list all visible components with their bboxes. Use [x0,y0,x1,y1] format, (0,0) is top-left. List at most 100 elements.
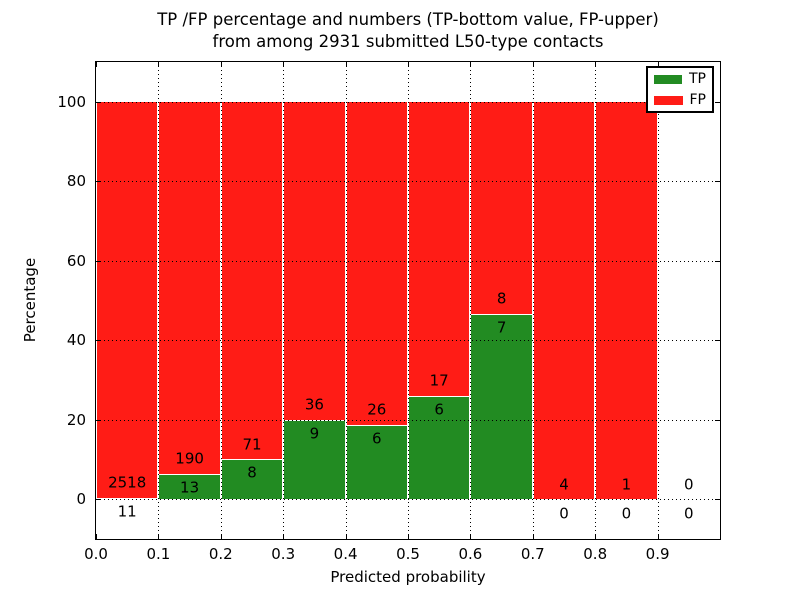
tp-count-label: 0 [684,504,694,523]
v-gridline [595,62,597,539]
x-tick-mark [96,62,97,67]
x-tick-mark [532,534,534,539]
legend-label-tp: TP [689,71,706,87]
x-tick-mark [595,62,597,67]
y-tick-label: 40 [66,331,86,350]
fp-count-label: 36 [304,395,324,414]
fp-color-swatch [654,95,683,105]
tp-count-label: 9 [309,424,320,443]
x-tick-label: 0.8 [583,545,608,563]
fp-count-label: 26 [367,400,387,419]
tp-count-label: 11 [117,502,137,521]
fp-count-label: 4 [559,475,569,494]
tp-bar-segment [345,424,408,500]
fp-bar-segment [220,101,284,459]
y-tick-mark [96,181,101,183]
y-tick-mark [715,260,720,262]
plot-area: 2518 11 190 13 71 8 36 9 26 6 17 6 8 7 4 0 1 0 0 0 [95,61,721,540]
legend: TP FP [646,66,714,113]
v-gridline [283,62,285,539]
fp-bar-segment [532,101,596,500]
fp-bar-segment [595,101,658,500]
x-tick-mark [657,62,659,67]
x-tick-label: 0.5 [396,545,420,563]
y-tick-mark [715,181,720,183]
fp-bar-segment [283,101,346,420]
fp-bar-segment [470,101,533,314]
fp-bar-segment [96,101,159,498]
y-tick-mark [715,499,720,501]
x-tick-mark [657,534,659,539]
legend-label-fp: FP [689,92,707,108]
x-tick-mark [470,534,472,539]
y-tick-label: 80 [66,172,86,191]
fp-bar-segment [158,101,221,474]
x-tick-mark [408,62,409,67]
y-tick-mark [715,101,720,103]
fp-count-label: 2518 [108,473,147,492]
x-tick-mark [345,534,347,539]
fp-count-label: 190 [175,449,204,468]
tp-count-label: 6 [372,429,382,448]
x-tick-label: 0.7 [520,545,545,563]
x-tick-mark [532,62,534,67]
x-tick-mark [96,534,97,539]
tp-count-label: 6 [434,400,444,419]
x-tick-label: 0.6 [458,545,483,563]
tp-count-label: 0 [621,504,632,523]
y-tick-mark [96,340,101,342]
x-tick-mark [158,534,160,539]
fp-count-label: 71 [242,435,262,454]
v-gridline [220,62,222,539]
y-tick-mark [96,499,101,501]
chart-title: TP /FP percentage and numbers (TP-bottom… [96,9,720,53]
v-gridline [345,62,347,539]
y-tick-label: 60 [66,251,86,270]
tp-count-label: 7 [496,318,507,337]
x-tick-mark [220,62,222,67]
y-tick-mark [715,340,720,342]
v-gridline [408,62,409,539]
y-tick-label: 100 [57,92,86,111]
v-gridline [470,62,472,539]
fp-count-label: 0 [684,475,694,494]
tp-bar-segment [220,458,284,500]
fp-count-label: 8 [496,289,507,308]
x-tick-mark [220,534,222,539]
y-tick-label: 20 [66,410,86,429]
v-gridline [532,62,534,539]
x-tick-mark [470,62,472,67]
tp-count-label: 13 [180,478,200,497]
y-axis-label: Percentage [21,257,39,343]
tp-count-label: 0 [559,504,569,523]
fp-count-label: 1 [621,475,632,494]
fp-bar-segment [408,101,471,396]
x-tick-mark [158,62,160,67]
x-tick-mark [345,62,347,67]
x-tick-mark [595,534,597,539]
x-axis-label: Predicted probability [330,568,486,586]
x-tick-label: 0.3 [271,545,296,563]
x-tick-label: 0.4 [333,545,358,563]
tp-bar-segment [470,313,533,500]
x-tick-label: 0.1 [146,545,171,563]
legend-entry-fp: FP [654,93,706,107]
x-tick-label: 0.9 [645,545,670,563]
v-gridline [657,62,659,539]
y-tick-mark [96,260,101,262]
fp-bar-segment [345,101,408,425]
y-tick-mark [96,101,101,103]
x-tick-mark [283,62,285,67]
y-tick-mark [715,419,720,421]
fp-count-label: 17 [429,371,449,390]
y-tick-label: 0 [76,490,86,509]
x-tick-label: 0.2 [208,545,233,563]
chart-title-line2: from among 2931 submitted L50-type conta… [212,32,604,51]
x-tick-label: 0.0 [84,545,108,563]
chart-title-line1: TP /FP percentage and numbers (TP-bottom… [157,10,659,29]
tp-bar-segment [96,497,159,500]
y-tick-mark [96,419,101,421]
x-tick-mark [283,534,285,539]
tp-color-swatch [654,74,682,84]
